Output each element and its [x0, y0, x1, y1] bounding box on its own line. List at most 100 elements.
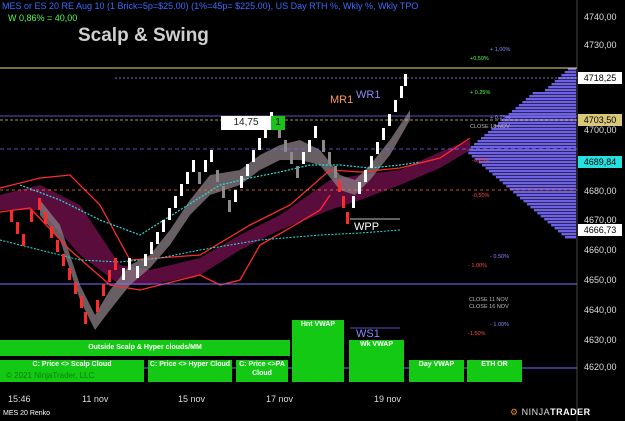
tpo-bar	[487, 131, 576, 134]
tpo-bar	[564, 236, 576, 239]
renko-brick	[258, 138, 261, 150]
renko-brick	[68, 268, 71, 280]
tpo-bar	[518, 104, 576, 107]
tpo-bar	[484, 134, 576, 137]
y-tick-label: 4660,00	[584, 245, 617, 255]
tpo-bar	[480, 137, 576, 140]
renko-brick	[44, 212, 47, 224]
renko-brick	[322, 140, 325, 152]
tpo-bar	[478, 161, 576, 164]
tpo-bar	[498, 122, 576, 125]
tpo-bar	[515, 107, 576, 110]
tpo-bar	[554, 80, 576, 83]
level-plus-100: + 1,00%	[490, 47, 511, 53]
renko-brick	[264, 126, 267, 138]
tpo-bar	[516, 194, 576, 197]
tpo-bar	[568, 68, 576, 71]
renko-brick	[128, 258, 131, 270]
tpo-bar	[501, 119, 576, 122]
renko-bricks	[10, 74, 407, 324]
renko-brick	[284, 140, 287, 152]
level-minus-100: - 1,00%	[468, 263, 487, 269]
renko-brick	[308, 140, 311, 152]
renko-brick	[114, 258, 117, 270]
tpo-bar	[513, 191, 576, 194]
tpo-bar	[564, 71, 576, 74]
tpo-bar	[499, 179, 576, 182]
tpo-bar	[512, 110, 576, 113]
wpp-label: WPP	[354, 221, 380, 233]
tpo-bar	[525, 98, 576, 101]
brick-value-box: 14,75	[221, 116, 271, 130]
renko-brick	[404, 74, 407, 86]
tpo-bar	[494, 125, 576, 128]
renko-brick	[388, 114, 391, 126]
stat-header: W 0,86% = 40,00	[8, 13, 78, 23]
mr1-label: MR1	[330, 94, 354, 106]
tpo-bar	[551, 83, 576, 86]
renko-brick	[352, 196, 355, 208]
renko-brick	[56, 240, 59, 252]
renko-brick	[290, 152, 293, 164]
renko-brick	[186, 172, 189, 184]
y-tick-label: 4630,00	[584, 335, 617, 345]
renko-brick	[240, 176, 243, 188]
tpo-bar	[485, 167, 576, 170]
x-tick-label: 15:46	[8, 394, 31, 404]
wr1-label: WR1	[356, 89, 381, 101]
brand-gear-icon: ⚙	[510, 407, 519, 417]
tpo-bar	[530, 206, 576, 209]
tpo-bar	[558, 230, 576, 233]
x-tick-label: 15 nov	[178, 394, 206, 404]
y-tick-label: 4650,00	[584, 275, 617, 285]
brand-logo: ⚙ NINJATRADER	[510, 407, 591, 418]
renko-brick	[122, 268, 125, 280]
tpo-bar	[544, 218, 576, 221]
tpo-bar	[561, 233, 576, 236]
renko-brick	[216, 170, 219, 182]
renko-brick	[296, 166, 299, 178]
tpo-bar	[544, 89, 576, 92]
renko-brick	[382, 128, 385, 140]
renko-brick	[50, 226, 53, 238]
renko-brick	[246, 164, 249, 176]
tpo-bar	[477, 140, 576, 143]
renko-brick	[144, 254, 147, 266]
tpo-bar	[547, 221, 576, 224]
panel-hyper-cloud: C: Price <> Hyper Cloud	[148, 360, 232, 382]
renko-brick	[198, 172, 201, 184]
tpo-bar	[502, 182, 576, 185]
y-tick-label: 4730,00	[584, 40, 617, 50]
y-tick-label: 4640,00	[584, 305, 617, 315]
tpo-bar	[508, 113, 576, 116]
brand-name-a: NINJA	[521, 407, 551, 417]
panel-eth-or: ETH OR	[467, 360, 522, 382]
tpo-bar	[506, 185, 576, 188]
renko-brick	[84, 312, 87, 324]
brick-count-box: 1	[271, 116, 285, 130]
tpo-profile	[467, 68, 576, 239]
renko-brick	[80, 296, 83, 308]
renko-brick	[278, 126, 281, 138]
renko-brick	[74, 282, 77, 294]
renko-brick	[328, 152, 331, 164]
level-plus-050: +0,50%	[470, 56, 489, 62]
y-tick-label: 4670,00	[584, 215, 617, 225]
panel-scalp-cloud: C: Price <> Scalp Cloud	[0, 360, 144, 382]
level-close-18: CLOSE 18 NOV	[470, 124, 510, 130]
x-tick-label: 19 nov	[374, 394, 402, 404]
y-tick-label: 4740,00	[584, 12, 617, 22]
renko-brick	[342, 196, 345, 208]
renko-brick	[192, 160, 195, 172]
renko-brick	[364, 170, 367, 182]
renko-brick	[400, 86, 403, 98]
panel-wk-vwap: Wk VWAP	[349, 340, 404, 382]
renko-brick	[358, 182, 361, 194]
price-badge: 4689,84	[578, 156, 622, 168]
tpo-bar	[470, 146, 576, 149]
tpo-bar	[471, 155, 576, 158]
level-minus-050: -0,50%	[472, 193, 490, 199]
tpo-bar	[505, 116, 576, 119]
tpo-bar	[526, 203, 576, 206]
